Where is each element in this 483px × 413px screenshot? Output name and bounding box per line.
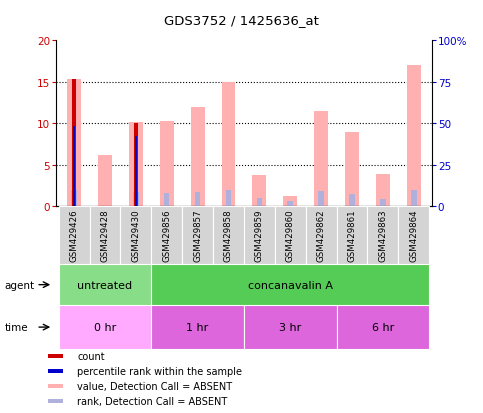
Text: count: count [77, 351, 105, 361]
Bar [98, 155, 112, 206]
Text: time: time [5, 322, 28, 332]
Text: 6 hr: 6 hr [372, 322, 394, 332]
Text: GSM429864: GSM429864 [409, 209, 418, 262]
Text: 0 hr: 0 hr [94, 322, 116, 332]
Text: rank, Detection Call = ABSENT: rank, Detection Call = ABSENT [77, 396, 227, 406]
Bar [58, 264, 151, 306]
Bar [345, 133, 359, 206]
Bar [226, 191, 231, 206]
Text: GSM429856: GSM429856 [162, 209, 171, 262]
Bar [134, 124, 138, 206]
Bar [337, 206, 368, 264]
Bar [73, 126, 75, 206]
Bar [195, 192, 200, 206]
Bar [349, 195, 355, 206]
Bar [160, 121, 174, 206]
Bar [151, 206, 182, 264]
Bar [48, 354, 63, 358]
Bar [256, 198, 262, 206]
Bar [135, 137, 137, 206]
Text: 3 hr: 3 hr [279, 322, 301, 332]
Bar [48, 399, 63, 403]
Text: GSM429858: GSM429858 [224, 209, 233, 262]
Bar [58, 306, 151, 349]
Bar [368, 206, 398, 264]
Bar [89, 206, 120, 264]
Bar [380, 199, 385, 206]
Bar [376, 174, 390, 206]
Text: concanavalin A: concanavalin A [248, 280, 333, 290]
Bar [314, 112, 328, 206]
Bar [71, 190, 77, 206]
Text: GDS3752 / 1425636_at: GDS3752 / 1425636_at [164, 14, 319, 27]
Text: GSM429426: GSM429426 [70, 209, 79, 262]
Text: percentile rank within the sample: percentile rank within the sample [77, 366, 242, 376]
Bar [337, 306, 429, 349]
Bar [411, 190, 416, 206]
Bar [287, 201, 293, 206]
Bar [398, 206, 429, 264]
Text: GSM429428: GSM429428 [100, 209, 110, 262]
Bar [407, 66, 421, 206]
Bar [151, 306, 244, 349]
Bar [120, 206, 151, 264]
Bar [133, 192, 139, 206]
Bar [284, 197, 297, 206]
Text: GSM429859: GSM429859 [255, 209, 264, 261]
Bar [72, 80, 76, 206]
Text: 1 hr: 1 hr [186, 322, 209, 332]
Bar [67, 80, 81, 206]
Bar [48, 369, 63, 373]
Bar [191, 108, 204, 206]
Text: GSM429857: GSM429857 [193, 209, 202, 262]
Bar [244, 206, 275, 264]
Bar [58, 206, 89, 264]
Text: GSM429430: GSM429430 [131, 209, 141, 262]
Bar [222, 83, 235, 206]
Text: GSM429860: GSM429860 [286, 209, 295, 262]
Bar [182, 206, 213, 264]
Bar [318, 191, 324, 206]
Text: GSM429862: GSM429862 [317, 209, 326, 262]
Bar [164, 194, 170, 206]
Bar [244, 306, 337, 349]
Text: GSM429863: GSM429863 [378, 209, 387, 262]
Bar [129, 123, 143, 206]
Bar [253, 176, 266, 206]
Bar [151, 264, 429, 306]
Text: value, Detection Call = ABSENT: value, Detection Call = ABSENT [77, 381, 232, 391]
Bar [275, 206, 306, 264]
Text: agent: agent [5, 280, 35, 290]
Bar [48, 384, 63, 388]
Bar [213, 206, 244, 264]
Text: GSM429861: GSM429861 [347, 209, 356, 262]
Bar [306, 206, 337, 264]
Text: untreated: untreated [77, 280, 132, 290]
